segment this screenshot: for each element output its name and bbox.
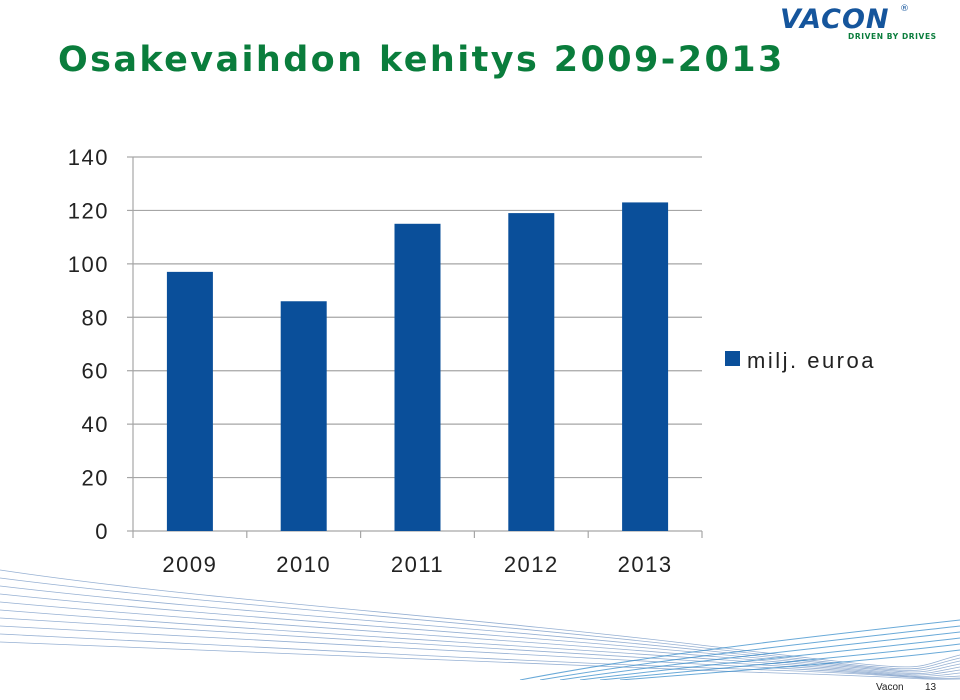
legend-swatch xyxy=(725,351,740,366)
y-tick-label: 140 xyxy=(68,145,109,170)
y-tick-label: 20 xyxy=(82,466,109,491)
page-number: 13 xyxy=(925,682,937,693)
slide-title: Osakevaihdon kehitys 2009-2013 xyxy=(58,40,785,80)
x-tick-label: 2010 xyxy=(276,552,331,577)
vacon-logo: VACON ® DRIVEN BY DRIVES xyxy=(780,4,940,44)
x-tick-label: 2009 xyxy=(162,552,217,577)
y-tick-label: 60 xyxy=(82,359,109,384)
bar-2010 xyxy=(280,301,327,531)
bar-2011 xyxy=(394,223,441,532)
bar-2009 xyxy=(166,271,213,531)
y-tick-label: 120 xyxy=(68,198,109,223)
decorative-waves xyxy=(0,569,960,680)
logo-word: VACON xyxy=(780,4,890,35)
footer-company: Vacon xyxy=(876,682,904,693)
x-tick-label: 2011 xyxy=(391,552,444,577)
legend-label: milj. euroa xyxy=(747,348,876,373)
logo-tagline: DRIVEN BY DRIVES xyxy=(848,32,937,41)
bar-2012 xyxy=(508,213,555,531)
bar-2013 xyxy=(622,202,669,531)
y-tick-label: 100 xyxy=(68,252,109,277)
y-tick-label: 80 xyxy=(82,305,109,330)
registered-mark: ® xyxy=(900,4,909,14)
y-tick-label: 0 xyxy=(95,519,109,544)
x-tick-label: 2013 xyxy=(618,552,673,577)
y-tick-label: 40 xyxy=(82,412,109,437)
x-tick-label: 2012 xyxy=(504,552,559,577)
bar-chart: 0 20 40 60 80 100 120 140 2009 2010 2011 2012 2013 mi… xyxy=(68,145,876,577)
